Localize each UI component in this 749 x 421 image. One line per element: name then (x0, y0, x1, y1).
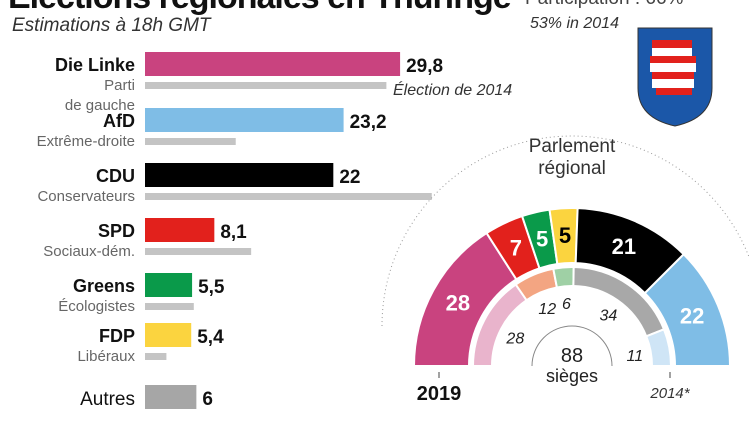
party-label: FDP (99, 326, 135, 346)
bar-2019 (145, 163, 334, 187)
chart-title: Élections régionales en Thuringe (8, 0, 512, 17)
seat-label: 5 (559, 223, 571, 248)
bar-2014 (145, 193, 432, 200)
party-label: Greens (73, 276, 135, 296)
party-label: Die Linke (55, 55, 135, 75)
coat-of-arms-icon (637, 27, 713, 127)
bar-2014 (145, 82, 387, 89)
party-label: CDU (96, 166, 135, 186)
bar-2014 (145, 353, 167, 360)
party-sublabel: Sociaux-dém. (43, 243, 135, 260)
bar-value-label: 8,1 (220, 222, 247, 243)
seat-label: 28 (446, 291, 470, 316)
bar-value-label: 22 (339, 167, 360, 188)
bar-2014 (145, 138, 236, 145)
seat-label: 22 (680, 303, 704, 328)
seat-segment-greens (552, 266, 575, 289)
legend-2014: Élection de 2014 (393, 80, 512, 99)
bar-value-label: 23,2 (350, 112, 387, 133)
bar-2019 (145, 323, 192, 347)
bar-value-label: 6 (202, 389, 213, 410)
bar-2019 (145, 108, 344, 132)
participation-2014: 53% in 2014 (530, 15, 619, 32)
seat-segment-afd (643, 252, 732, 367)
chart-subtitle: Estimations à 18h GMT (12, 15, 211, 36)
label-2019: 2019 (417, 383, 462, 405)
party-sublabel: Conservateurs (37, 188, 135, 205)
bar-2014 (145, 248, 252, 255)
bar-2019 (145, 385, 197, 409)
bar-value-label: 5,4 (197, 327, 224, 348)
bar-value-label: 5,5 (198, 277, 225, 298)
seat-label: 12 (538, 301, 556, 318)
party-label: Autres (80, 389, 135, 410)
center-arc (531, 325, 613, 367)
parliament-title-2: régional (538, 158, 606, 179)
bar-value-label: 29,8 (406, 56, 443, 77)
seat-label: 34 (599, 307, 617, 324)
party-label: AfD (103, 111, 135, 131)
parliament-title: Parlement (529, 136, 616, 157)
party-label: SPD (98, 221, 135, 241)
party-sublabel: Écologistes (58, 298, 135, 315)
party-sublabel: Libéraux (77, 348, 135, 365)
seat-segment-afd (645, 328, 673, 367)
dotted-arc (381, 135, 749, 327)
seat-label: 21 (612, 234, 636, 259)
seat-label: 5 (536, 226, 548, 251)
party-sublabel: Extrême-droite (37, 133, 135, 150)
total-seats: 88 (561, 345, 583, 367)
bar-2014 (145, 303, 194, 310)
bar-2019 (145, 218, 215, 242)
bar-2019 (145, 52, 401, 76)
party-sublabel: Parti (104, 77, 135, 94)
seat-label: 11 (627, 348, 644, 365)
participation: Participation : 66% (525, 0, 683, 10)
seat-label: 7 (510, 236, 522, 261)
seat-label: 28 (505, 330, 524, 347)
bar-2019 (145, 273, 193, 297)
seat-label: 6 (562, 296, 571, 313)
label-2014: 2014* (649, 385, 690, 402)
total-seats-label: sièges (546, 366, 598, 386)
party-sublabel: de gauche (65, 97, 135, 114)
